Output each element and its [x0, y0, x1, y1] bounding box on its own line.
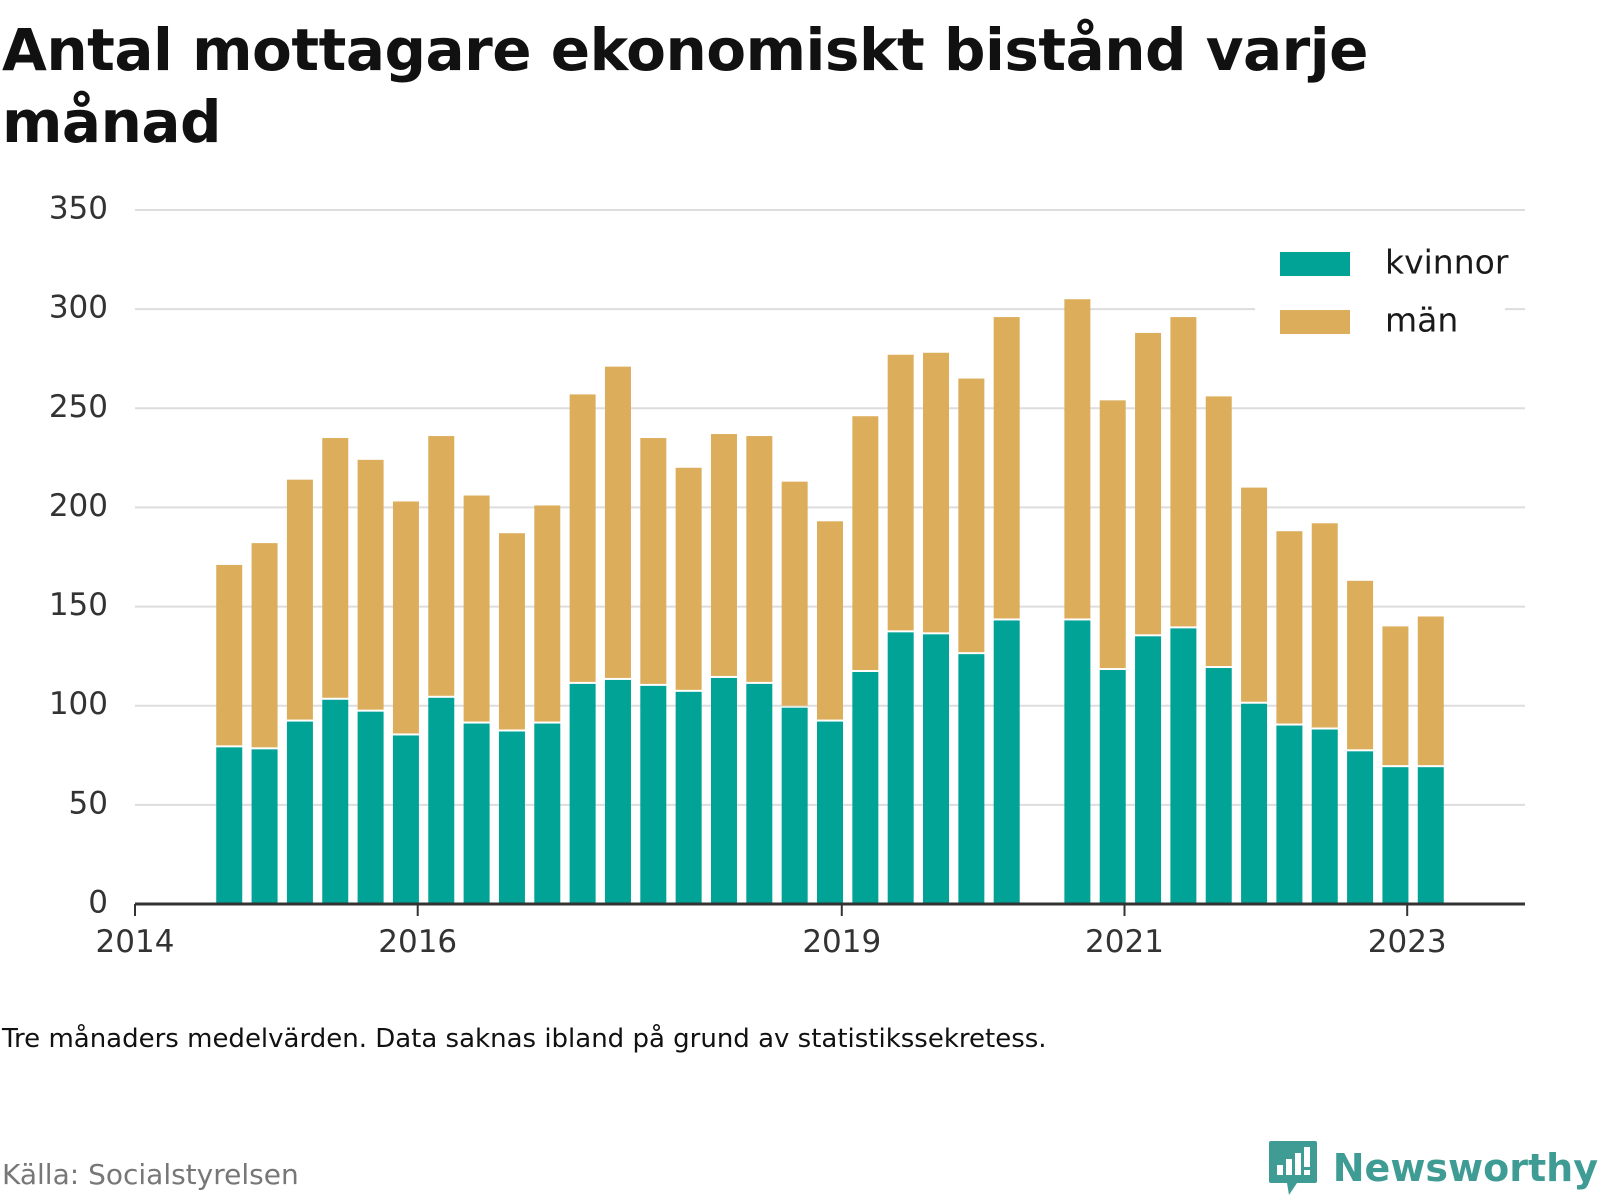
bar-man — [1311, 523, 1338, 728]
bar-kvinnor — [498, 731, 525, 904]
bar-kvinnor — [392, 735, 419, 904]
bar-kvinnor — [675, 691, 702, 904]
bar-kvinnor — [1135, 636, 1162, 904]
bar-man — [463, 495, 490, 722]
y-tick-label: 350 — [49, 191, 108, 227]
y-tick-label: 50 — [69, 785, 108, 821]
bar-man — [993, 317, 1020, 619]
y-axis-ticks: 0 50 100 150 200 250 300 350 — [49, 191, 108, 921]
bar-kvinnor — [604, 679, 631, 904]
chart-title: Antal mottagare ekonomiskt bistånd varje… — [2, 16, 1369, 156]
chart-note: Tre månaders medelvärden. Data saknas ib… — [2, 1024, 1047, 1054]
bar-man — [357, 459, 384, 710]
bar-man — [746, 436, 773, 682]
legend-label: kvinnor — [1385, 243, 1509, 282]
bar-kvinnor — [216, 747, 243, 904]
brand-name: Newsworthy — [1332, 1146, 1598, 1190]
bar-kvinnor — [569, 683, 596, 904]
bar-man — [1170, 317, 1197, 627]
bar-man — [1417, 616, 1444, 766]
x-tick-label: 2016 — [378, 924, 457, 960]
bar-kvinnor — [357, 711, 384, 904]
bar-kvinnor — [322, 699, 349, 904]
bar-kvinnor — [710, 677, 737, 904]
y-tick-label: 200 — [49, 488, 108, 524]
bar-kvinnor — [1276, 725, 1303, 904]
newsworthy-logo-icon — [1268, 1141, 1317, 1195]
bar-man — [675, 467, 702, 690]
bar-man — [1241, 487, 1268, 702]
x-tick-label: 2014 — [96, 924, 175, 960]
bar-man — [216, 564, 243, 746]
bar-kvinnor — [1241, 703, 1268, 904]
bar-kvinnor — [286, 721, 313, 904]
bar-kvinnor — [887, 632, 914, 904]
bar-man — [1347, 580, 1374, 750]
bar-man — [923, 352, 950, 633]
bar-man — [781, 481, 808, 706]
bar-man — [887, 354, 914, 631]
bar-man — [604, 366, 631, 678]
bar-man — [1382, 626, 1409, 766]
legend-swatch — [1280, 252, 1350, 276]
x-tick-label: 2021 — [1085, 924, 1164, 960]
bar-man — [286, 479, 313, 720]
bars — [216, 299, 1444, 904]
bar-kvinnor — [993, 620, 1020, 904]
bar-kvinnor — [781, 707, 808, 904]
y-tick-label: 0 — [88, 885, 108, 921]
bar-kvinnor — [1205, 668, 1232, 904]
bar-kvinnor — [640, 685, 667, 904]
bar-man — [640, 438, 667, 684]
bar-man — [498, 533, 525, 730]
bar-man — [428, 436, 455, 696]
bar-man — [251, 543, 278, 748]
bar-kvinnor — [1382, 767, 1409, 904]
bar-man — [1135, 332, 1162, 635]
brand: Newsworthy — [1267, 1140, 1598, 1196]
x-tick-label: 2019 — [802, 924, 881, 960]
bar-kvinnor — [1064, 620, 1091, 904]
y-tick-label: 250 — [49, 389, 108, 425]
bar-man — [710, 434, 737, 676]
bar-kvinnor — [1170, 628, 1197, 904]
bar-man — [569, 394, 596, 682]
bar-kvinnor — [1417, 767, 1444, 904]
bar-kvinnor — [1099, 670, 1126, 904]
bar-kvinnor — [1347, 751, 1374, 904]
bar-kvinnor — [852, 672, 879, 904]
y-tick-label: 150 — [49, 587, 108, 623]
stacked-bar-chart: 2014 2016 2019 2021 2023 0 50 100 150 200 250 300 3… — [49, 191, 1525, 960]
bar-kvinnor — [251, 749, 278, 904]
y-tick-label: 100 — [49, 686, 108, 722]
bar-man — [852, 416, 879, 671]
bar-man — [1099, 400, 1126, 669]
bar-man — [958, 378, 985, 653]
bar-kvinnor — [1311, 729, 1338, 904]
x-axis-ticks: 2014 2016 2019 2021 2023 — [96, 904, 1447, 960]
bar-kvinnor — [958, 654, 985, 904]
bar-man — [322, 438, 349, 698]
source-credit: Källa: Socialstyrelsen — [2, 1158, 299, 1191]
y-tick-label: 300 — [49, 290, 108, 326]
legend-swatch — [1280, 310, 1350, 334]
bar-man — [1205, 396, 1232, 667]
legend: kvinnor män — [1255, 236, 1509, 348]
legend-label: män — [1385, 301, 1458, 340]
bar-kvinnor — [817, 721, 843, 904]
bar-man — [392, 501, 419, 734]
bar-kvinnor — [534, 723, 561, 904]
bar-man — [1276, 531, 1303, 724]
bar-kvinnor — [463, 723, 490, 904]
bar-kvinnor — [428, 697, 455, 904]
bar-man — [1064, 299, 1091, 619]
bar-kvinnor — [923, 634, 950, 904]
bar-man — [534, 505, 561, 722]
x-tick-label: 2023 — [1368, 924, 1447, 960]
bar-kvinnor — [746, 683, 773, 904]
bar-man — [817, 521, 843, 720]
